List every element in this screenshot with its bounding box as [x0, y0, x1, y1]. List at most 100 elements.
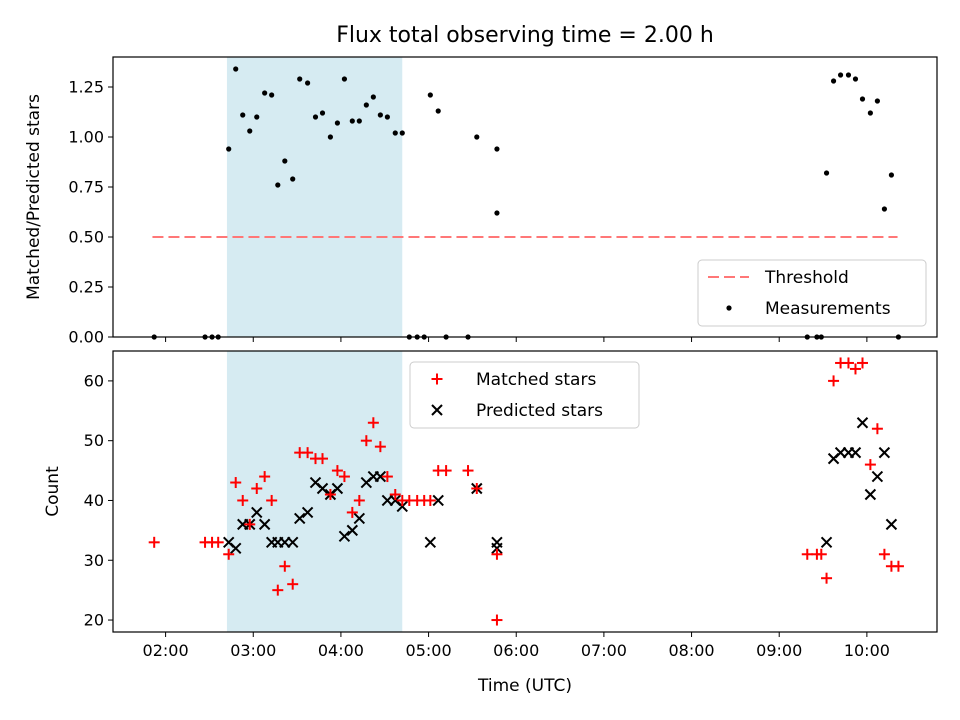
matched-star-point [212, 536, 224, 548]
matched-stars-points [148, 357, 904, 626]
measurement-point [867, 110, 873, 116]
matched-star-point [287, 578, 299, 590]
top-legend-box [697, 259, 927, 327]
measurement-point [837, 72, 844, 78]
matched-star-point [801, 548, 813, 560]
bottom-y-tick-label: 20 [84, 611, 104, 630]
measurement-point [370, 94, 376, 100]
measurement-point [435, 108, 441, 114]
matched-star-point [828, 375, 840, 387]
matched-star-point [871, 423, 883, 435]
top-y-tick-label: 0.75 [68, 178, 104, 197]
matched-star-point [462, 465, 474, 477]
measurement-point [830, 78, 837, 84]
bottom-chart-panel: 20 30 40 50 60 02:00 03:00 04:00 05:00 06:00 07:0… [43, 350, 938, 696]
predicted-star-point [820, 536, 833, 549]
measurement-point [290, 176, 296, 182]
matched-star-point [856, 357, 868, 369]
measurement-points [151, 66, 902, 340]
bottom-x-tick-label: 09:00 [756, 641, 802, 660]
matched-star-point [331, 465, 343, 477]
bottom-y-axis-label: Count [43, 466, 63, 517]
matched-star-point [148, 536, 160, 548]
predicted-star-point [316, 482, 329, 495]
predicted-star-point [885, 518, 898, 531]
predicted-star-point [864, 488, 877, 501]
top-y-tick-label: 0.25 [68, 278, 104, 297]
measurement-point [327, 134, 333, 140]
predicted-star-point [856, 417, 869, 429]
measurement-point [823, 170, 830, 176]
bottom-x-tick-label: 08:00 [668, 641, 714, 660]
bottom-y-tick-label: 40 [84, 491, 104, 510]
top-y-axis-label: Matched/Predicted stars [24, 94, 44, 300]
predicted-star-point [338, 530, 351, 543]
bottom-legend: Matched stars Predicted stars [409, 361, 640, 429]
matched-star-point [353, 494, 365, 506]
matched-star-point [864, 459, 876, 471]
predicted-stars-points [223, 417, 898, 555]
matched-star-point [381, 471, 393, 483]
predicted-star-point [374, 470, 387, 483]
top-plot-frame [112, 56, 938, 338]
predicted-star-point [491, 542, 503, 555]
bottom-x-tick-label: 10:00 [844, 641, 890, 660]
predicted-star-point [871, 470, 884, 483]
measurement-point [427, 92, 433, 98]
measurement-point [254, 114, 260, 120]
matched-star-point [849, 363, 861, 375]
matched-star-point [302, 447, 314, 459]
top-x-ticks [165, 337, 868, 342]
matched-star-point [324, 488, 336, 500]
measurement-point [282, 158, 288, 164]
predicted-star-point [331, 482, 344, 495]
matched-star-point [374, 441, 386, 453]
matched-star-point [424, 494, 436, 506]
matched-star-point [892, 560, 904, 572]
measurement-point [226, 146, 232, 152]
matched-star-point [440, 465, 452, 477]
measurement-point [474, 134, 480, 140]
matched-star-point [230, 477, 242, 489]
x-axis-label: Time (UTC) [477, 676, 572, 696]
bottom-x-tick-label: 02:00 [143, 641, 189, 660]
top-y-tick-label: 0.50 [68, 228, 104, 247]
matched-star-point [237, 494, 249, 506]
matched-star-point [244, 518, 256, 530]
legend-predicted-swatch [431, 404, 443, 416]
predicted-star-point [301, 506, 314, 519]
legend-matched-label: Matched stars [476, 370, 596, 390]
measurement-point [356, 118, 362, 124]
top-legend: Threshold Measurements [697, 259, 927, 327]
measurement-point [399, 130, 405, 136]
measurement-point [247, 128, 253, 134]
bottom-x-tick-label: 03:00 [230, 641, 276, 660]
measurement-point [859, 96, 866, 102]
measurement-point [262, 90, 268, 96]
bottom-y-tick-label: 30 [84, 551, 104, 570]
matched-star-point [346, 506, 358, 518]
measurement-point [845, 72, 852, 78]
measurement-point [377, 112, 383, 118]
matched-star-point [317, 453, 329, 465]
bottom-x-tick-label: 06:00 [493, 641, 539, 660]
bottom-shaded-span [226, 351, 403, 632]
measurement-point [494, 210, 500, 216]
matched-star-point [251, 483, 263, 495]
matched-star-point [367, 417, 379, 429]
chart-title: Flux total observing time = 2.00 h [336, 23, 714, 48]
bottom-legend-box [409, 361, 640, 429]
measurement-point [363, 102, 369, 108]
predicted-star-point [849, 446, 862, 459]
legend-predicted-label: Predicted stars [476, 401, 603, 421]
top-y-tick-label: 1.00 [68, 128, 104, 147]
bottom-y-ticks: 20 30 40 50 60 [84, 371, 113, 630]
matched-star-point [266, 494, 278, 506]
measurement-point [874, 98, 880, 104]
legend-matched-swatch [431, 373, 443, 385]
top-chart-panel: 0.00 0.25 0.50 0.75 1.00 1.25 Flux total obse… [24, 23, 938, 347]
bottom-y-tick-label: 50 [84, 431, 104, 450]
bottom-y-tick-label: 60 [84, 371, 104, 390]
bottom-x-tick-label: 07:00 [581, 641, 627, 660]
